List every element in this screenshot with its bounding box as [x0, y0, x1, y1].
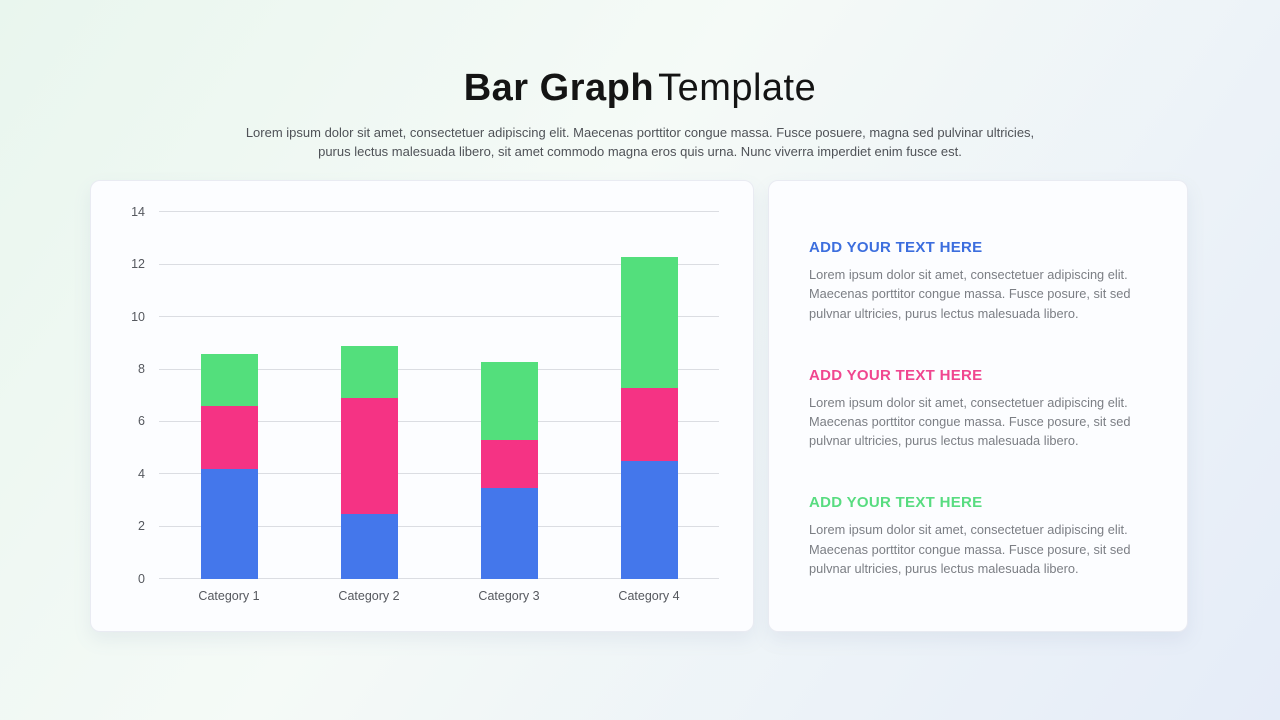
gridline: 14 — [131, 205, 719, 219]
text-card: ADD YOUR TEXT HERE Lorem ipsum dolor sit… — [768, 180, 1188, 633]
gridline: 0 — [138, 572, 719, 586]
bar-segment-green — [200, 353, 258, 407]
gridline: 4 — [138, 467, 719, 481]
bar-segment-pink — [620, 387, 678, 462]
content-row: 0 2 4 6 8 10 12 14 Category 1 Category 2 Category… — [90, 180, 1188, 633]
stacked-bar — [340, 212, 398, 580]
y-tick-label: 0 — [138, 571, 145, 586]
bar-segment-pink — [480, 440, 538, 488]
x-axis-label: Category 3 — [478, 589, 540, 604]
x-axis-labels: Category 1 Category 2 Category 3 Category 4 — [159, 589, 719, 603]
header: Bar Graph Template Lorem ipsum dolor sit … — [0, 67, 1280, 161]
text-block-1-heading: ADD YOUR TEXT HERE — [809, 239, 983, 257]
y-tick-label: 4 — [138, 466, 145, 481]
text-block-3-heading: ADD YOUR TEXT HERE — [809, 494, 983, 512]
text-block-3-body: Lorem ipsum dolor sit amet, consectetuer… — [809, 522, 1131, 576]
y-tick-label: 2 — [138, 519, 145, 534]
stacked-bar — [200, 212, 258, 580]
bar-column — [579, 212, 719, 580]
y-tick-label: 14 — [131, 204, 145, 219]
gridline: 6 — [138, 414, 719, 428]
bars-layer — [159, 212, 719, 580]
bar-column — [439, 212, 579, 580]
bar-segment-blue — [620, 461, 678, 580]
page-title-bold: Bar Graph — [463, 67, 655, 109]
page-title-light: Template — [658, 67, 817, 109]
text-block-2: ADD YOUR TEXT HERE Lorem ipsum dolor sit… — [809, 367, 1147, 451]
bar-segment-blue — [340, 513, 398, 580]
bar-segment-pink — [340, 398, 398, 514]
page-title: Bar Graph Template — [0, 67, 1280, 110]
text-block-1-body: Lorem ipsum dolor sit amet, consectetuer… — [809, 267, 1131, 321]
gridline: 12 — [131, 257, 719, 271]
bar-segment-green — [340, 345, 398, 399]
bar-segment-blue — [480, 487, 538, 580]
chart-card: 0 2 4 6 8 10 12 14 Category 1 Category 2 Category… — [90, 180, 754, 633]
bar-column — [299, 212, 439, 580]
bar-segment-pink — [200, 406, 258, 470]
y-tick-label: 12 — [131, 257, 145, 272]
text-block-2-heading: ADD YOUR TEXT HERE — [809, 366, 983, 384]
text-block-3: ADD YOUR TEXT HERE Lorem ipsum dolor sit… — [809, 494, 1147, 578]
plot-area: 0 2 4 6 8 10 12 14 — [131, 205, 719, 586]
bar-segment-blue — [200, 469, 258, 580]
stacked-bar — [620, 212, 678, 580]
gridline: 10 — [131, 310, 719, 324]
page-subtitle: Lorem ipsum dolor sit amet, consectetuer… — [245, 124, 1035, 160]
text-block-2-body: Lorem ipsum dolor sit amet, consectetuer… — [809, 394, 1131, 449]
bar-column — [159, 212, 299, 580]
y-tick-label: 10 — [131, 309, 145, 324]
x-axis-label: Category 2 — [338, 589, 400, 604]
x-axis-label: Category 4 — [618, 589, 680, 604]
stacked-bar — [480, 212, 538, 580]
gridline: 8 — [138, 362, 719, 376]
text-block-1: ADD YOUR TEXT HERE Lorem ipsum dolor sit… — [809, 239, 1147, 323]
gridline: 2 — [138, 519, 719, 533]
x-axis-label: Category 1 — [198, 589, 260, 604]
bar-segment-green — [480, 361, 538, 441]
y-tick-label: 8 — [138, 362, 145, 377]
bar-segment-green — [620, 256, 678, 388]
y-tick-label: 6 — [138, 414, 145, 429]
